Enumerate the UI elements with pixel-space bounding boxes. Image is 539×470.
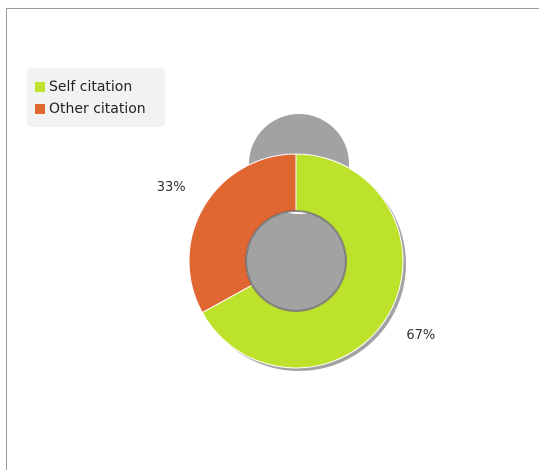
data-label-other-citation: 33% (157, 180, 186, 195)
legend-item-self-citation[interactable]: Self citation (35, 78, 132, 96)
donut-hole-edge (245, 210, 347, 312)
data-label-self-citation: 67% (406, 328, 435, 343)
legend-swatch-self-citation (35, 82, 45, 92)
legend-label-other-citation: Other citation (49, 101, 146, 117)
chart-legend: Self citation Other citation (27, 68, 165, 127)
chart-frame-left-border (6, 8, 7, 470)
legend-swatch-other-citation (35, 104, 45, 114)
legend-item-other-citation[interactable]: Other citation (35, 100, 146, 118)
chart-frame-top-border (6, 8, 539, 9)
legend-label-self-citation: Self citation (49, 79, 133, 95)
